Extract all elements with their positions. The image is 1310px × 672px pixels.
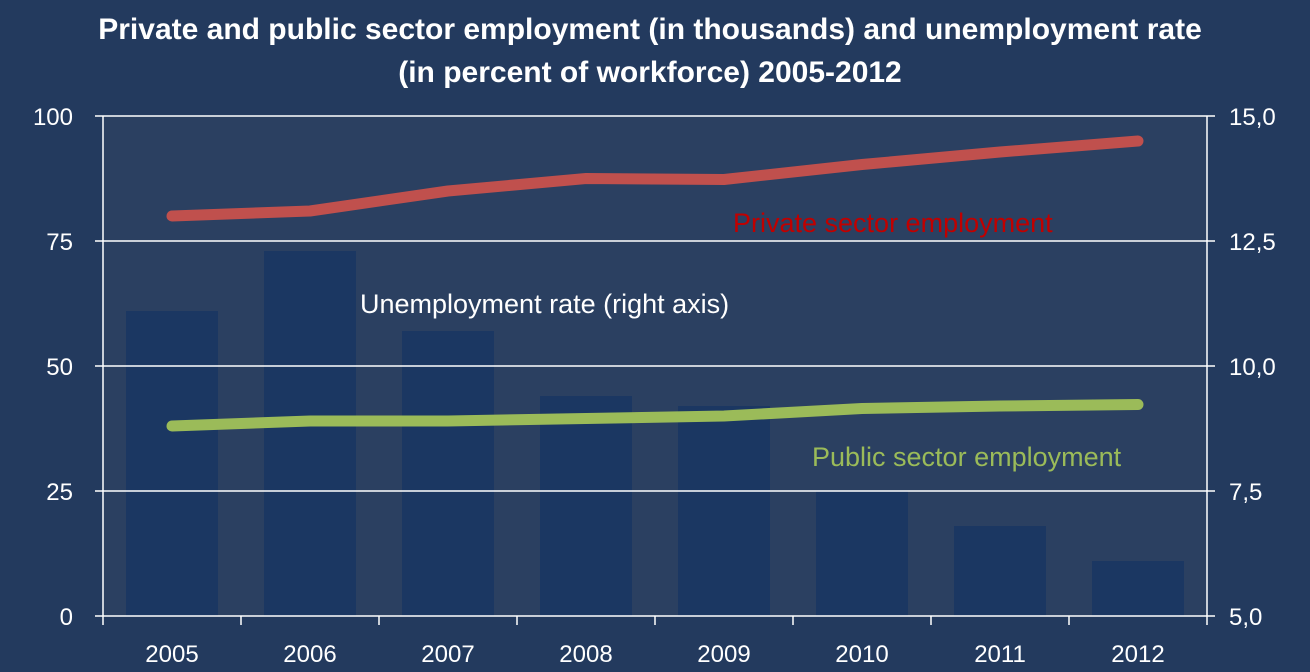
x-tick-label: 2007 bbox=[421, 641, 474, 668]
line-series bbox=[166, 135, 1144, 432]
series-label-private: Private sector employment bbox=[733, 208, 1053, 238]
y-left-tick-label: 0 bbox=[60, 604, 73, 631]
tick-labels: 0 25 50 75 100 5,0 7,5 10,0 12,5 15,0 2005 2006 2007… bbox=[33, 104, 1276, 668]
y-right-tick-label: 7,5 bbox=[1229, 479, 1262, 506]
y-right-tick-label: 5,0 bbox=[1229, 604, 1262, 631]
y-right-tick-label: 15,0 bbox=[1229, 104, 1276, 131]
x-tick-label: 2010 bbox=[835, 641, 888, 668]
gridlines bbox=[103, 115, 1207, 492]
line-private-sector bbox=[166, 135, 1144, 222]
x-tick-label: 2006 bbox=[283, 641, 336, 668]
x-tick-label: 2008 bbox=[559, 641, 612, 668]
y-left-tick-label: 100 bbox=[33, 104, 73, 131]
x-tick-label: 2009 bbox=[697, 641, 750, 668]
y-left-tick-label: 25 bbox=[46, 479, 73, 506]
bar-2010 bbox=[816, 491, 908, 616]
axes bbox=[95, 115, 1215, 625]
bar-2007 bbox=[402, 331, 494, 616]
y-right-tick-label: 12,5 bbox=[1229, 229, 1276, 256]
bar-series-unemployment bbox=[126, 251, 1184, 616]
x-tick-label: 2012 bbox=[1111, 641, 1164, 668]
line-public-sector bbox=[166, 399, 1144, 432]
bar-2008 bbox=[540, 396, 632, 616]
series-label-public: Public sector employment bbox=[812, 442, 1122, 472]
series-label-unemployment: Unemployment rate (right axis) bbox=[360, 289, 729, 319]
bar-2012 bbox=[1092, 561, 1184, 616]
bar-2006 bbox=[264, 251, 356, 616]
y-left-tick-label: 50 bbox=[46, 354, 73, 381]
x-tick-label: 2005 bbox=[145, 641, 198, 668]
y-left-tick-label: 75 bbox=[46, 229, 73, 256]
bar-2011 bbox=[954, 526, 1046, 616]
chart-title: Private and public sector employment (in… bbox=[98, 13, 1202, 89]
bar-2005 bbox=[126, 311, 218, 616]
x-tick-label: 2011 bbox=[974, 641, 1026, 668]
bar-2009 bbox=[678, 406, 770, 616]
y-right-tick-label: 10,0 bbox=[1229, 354, 1276, 381]
